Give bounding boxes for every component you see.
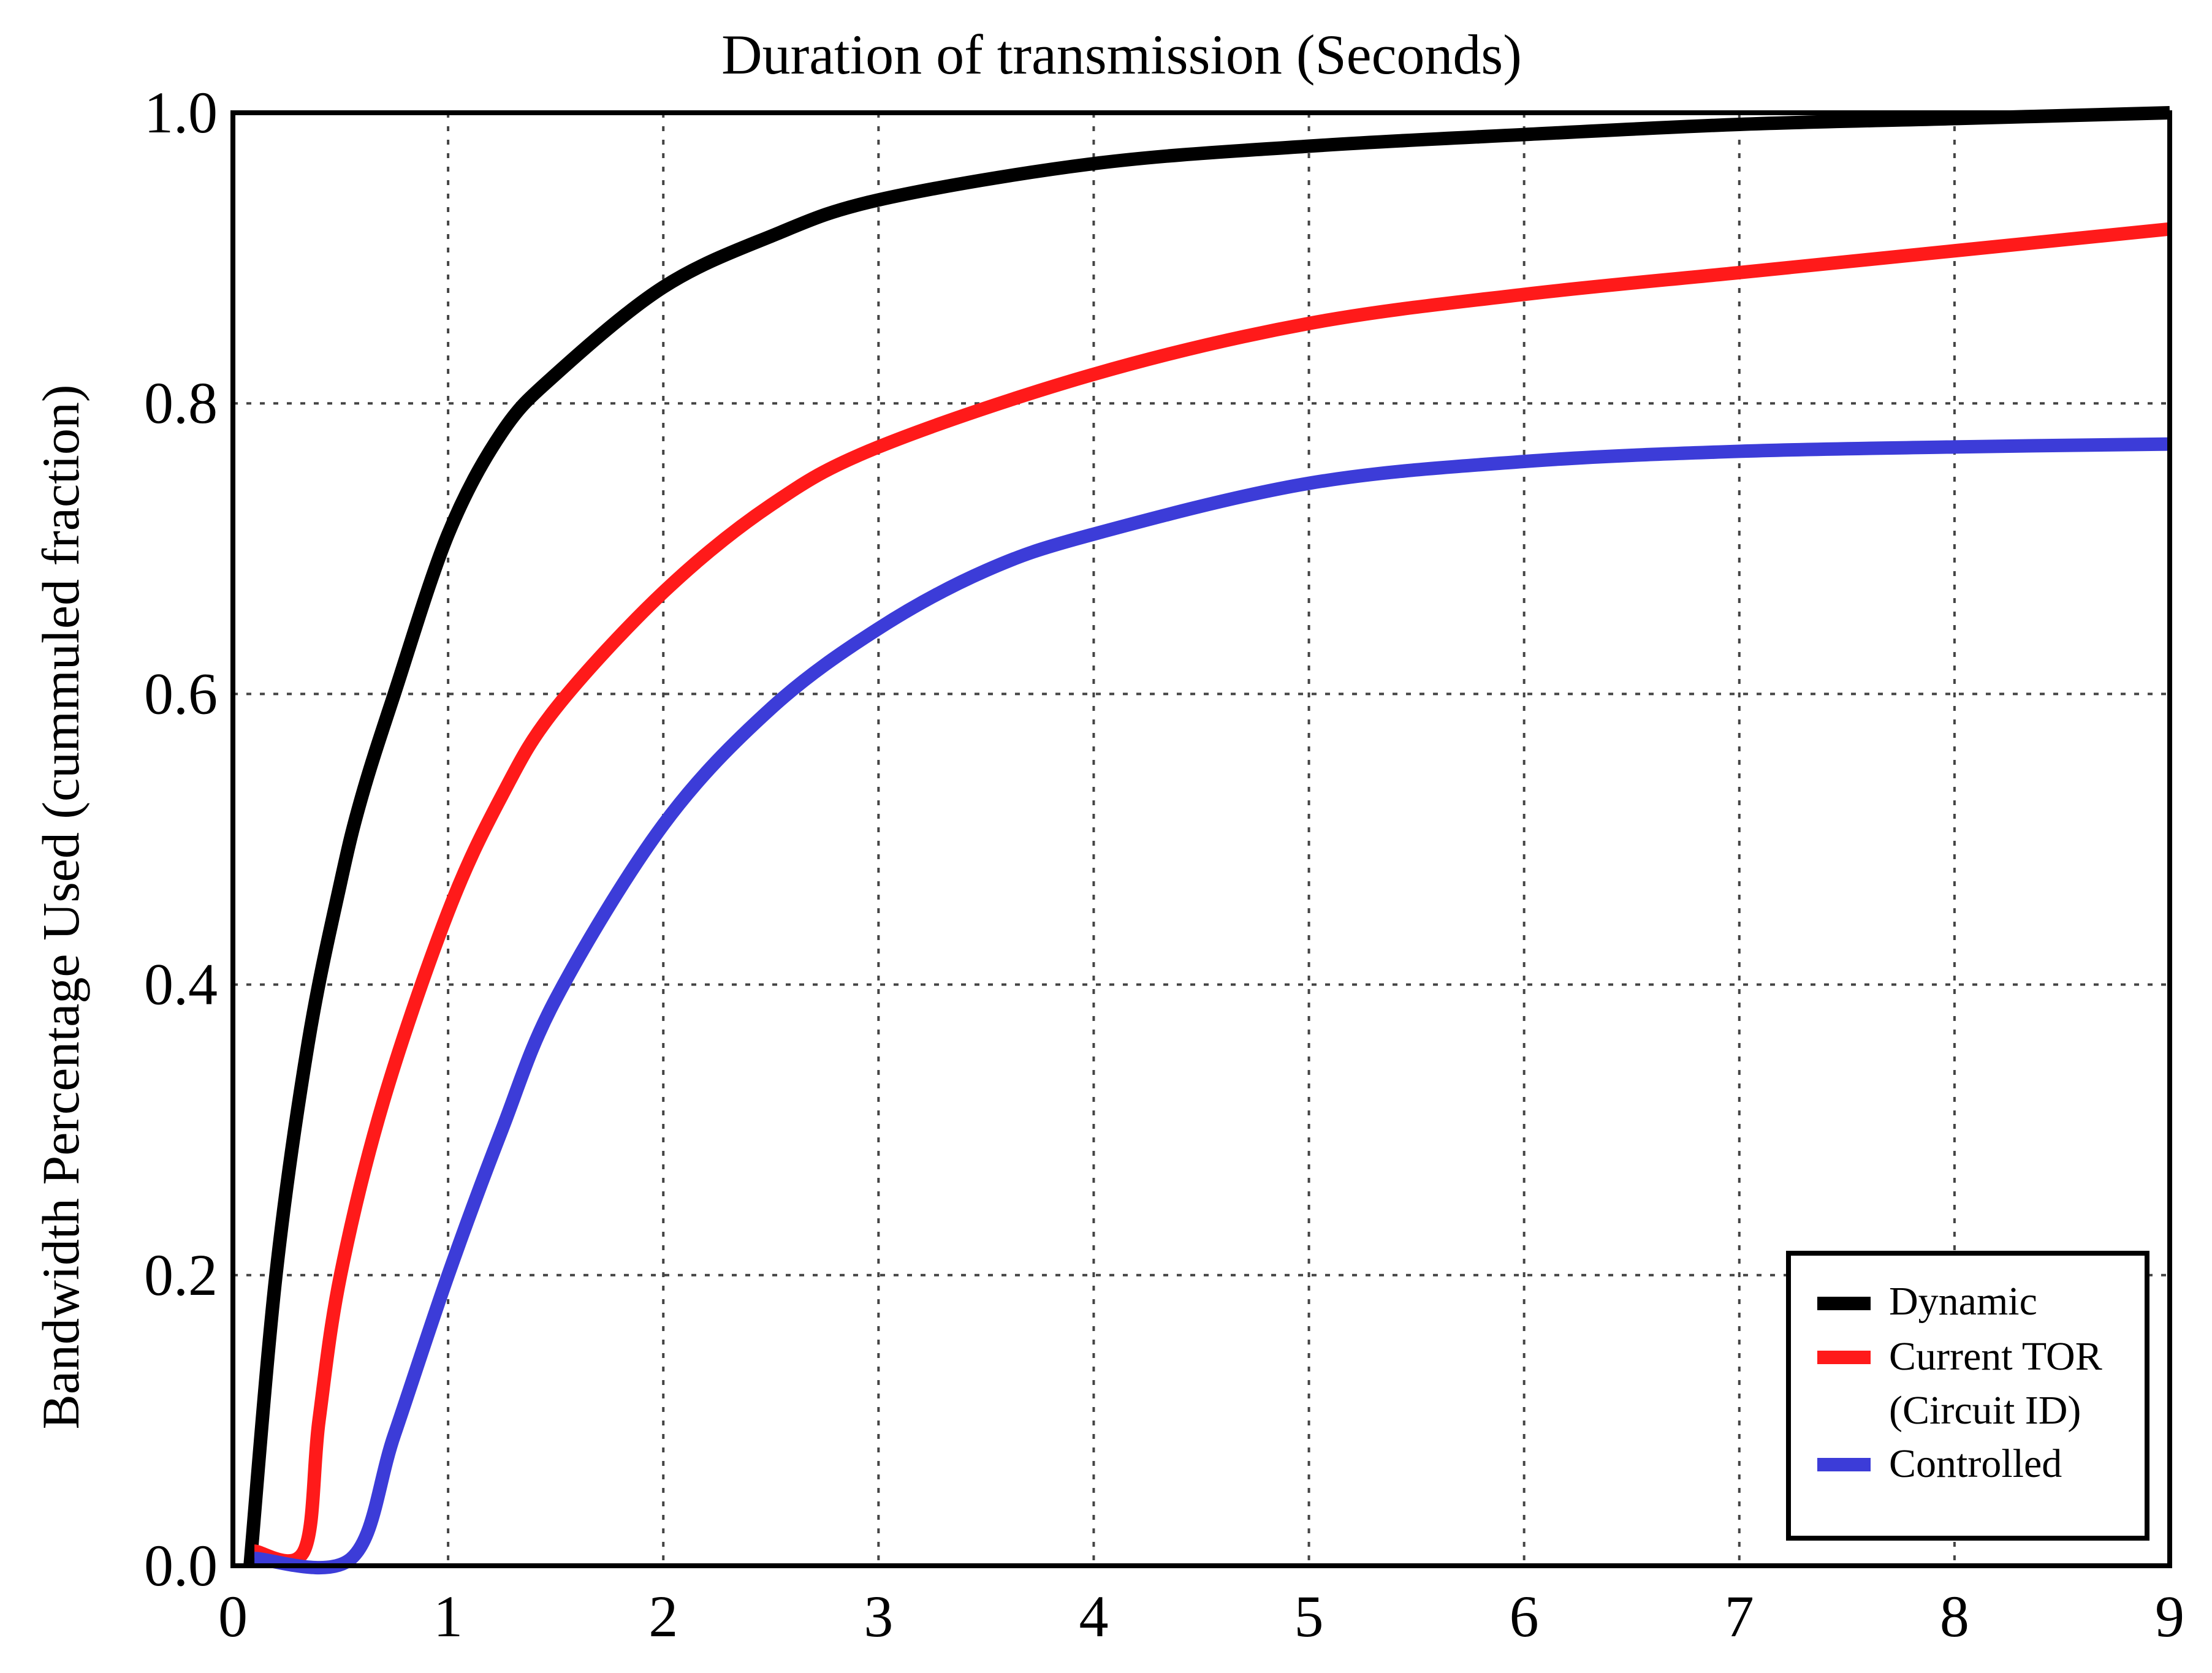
x-tick-label: 7 xyxy=(1725,1584,1754,1649)
y-tick-label: 0.6 xyxy=(144,661,218,726)
x-tick-label: 5 xyxy=(1294,1584,1324,1649)
legend-label-dynamic: Dynamic xyxy=(1889,1279,2037,1324)
y-axis-label: Bandwidth Percentage Used (cummuled frac… xyxy=(31,384,90,1429)
x-tick-label: 6 xyxy=(1510,1584,1539,1649)
x-tick-label: 2 xyxy=(648,1584,678,1649)
legend: Dynamic Current TOR (Circuit ID) Control… xyxy=(1786,1251,2149,1541)
x-tick-label: 9 xyxy=(2155,1584,2184,1649)
y-tick-label: 0.8 xyxy=(144,370,218,436)
series-line-controlled xyxy=(254,437,2170,1575)
legend-label-controlled: Controlled xyxy=(1889,1441,2062,1486)
data-curves xyxy=(243,106,2171,1575)
x-tick-label: 8 xyxy=(1940,1584,1969,1649)
tick-labels: 0 1 2 3 4 5 6 7 8 9 0.0 0.2 0.4 0.6 0.8 1.0 xyxy=(144,80,2184,1649)
legend-label-circuit-id: (Circuit ID) xyxy=(1889,1388,2081,1433)
series-line-current-tor-circuit-id xyxy=(253,222,2171,1568)
y-tick-label: 1.0 xyxy=(144,80,218,145)
legend-label-current-tor: Current TOR xyxy=(1889,1334,2102,1379)
y-tick-label: 0.4 xyxy=(144,952,218,1017)
x-tick-label: 4 xyxy=(1079,1584,1108,1649)
chart-title: Duration of transmission (Seconds) xyxy=(721,23,1522,86)
x-tick-label: 0 xyxy=(218,1584,248,1649)
x-tick-label: 3 xyxy=(864,1584,893,1649)
x-tick-label: 1 xyxy=(433,1584,463,1649)
series-line-dynamic xyxy=(243,106,2170,1566)
plot-frame xyxy=(230,110,2172,1568)
y-tick-label: 0.2 xyxy=(144,1242,218,1308)
y-tick-label: 0.0 xyxy=(144,1533,218,1598)
